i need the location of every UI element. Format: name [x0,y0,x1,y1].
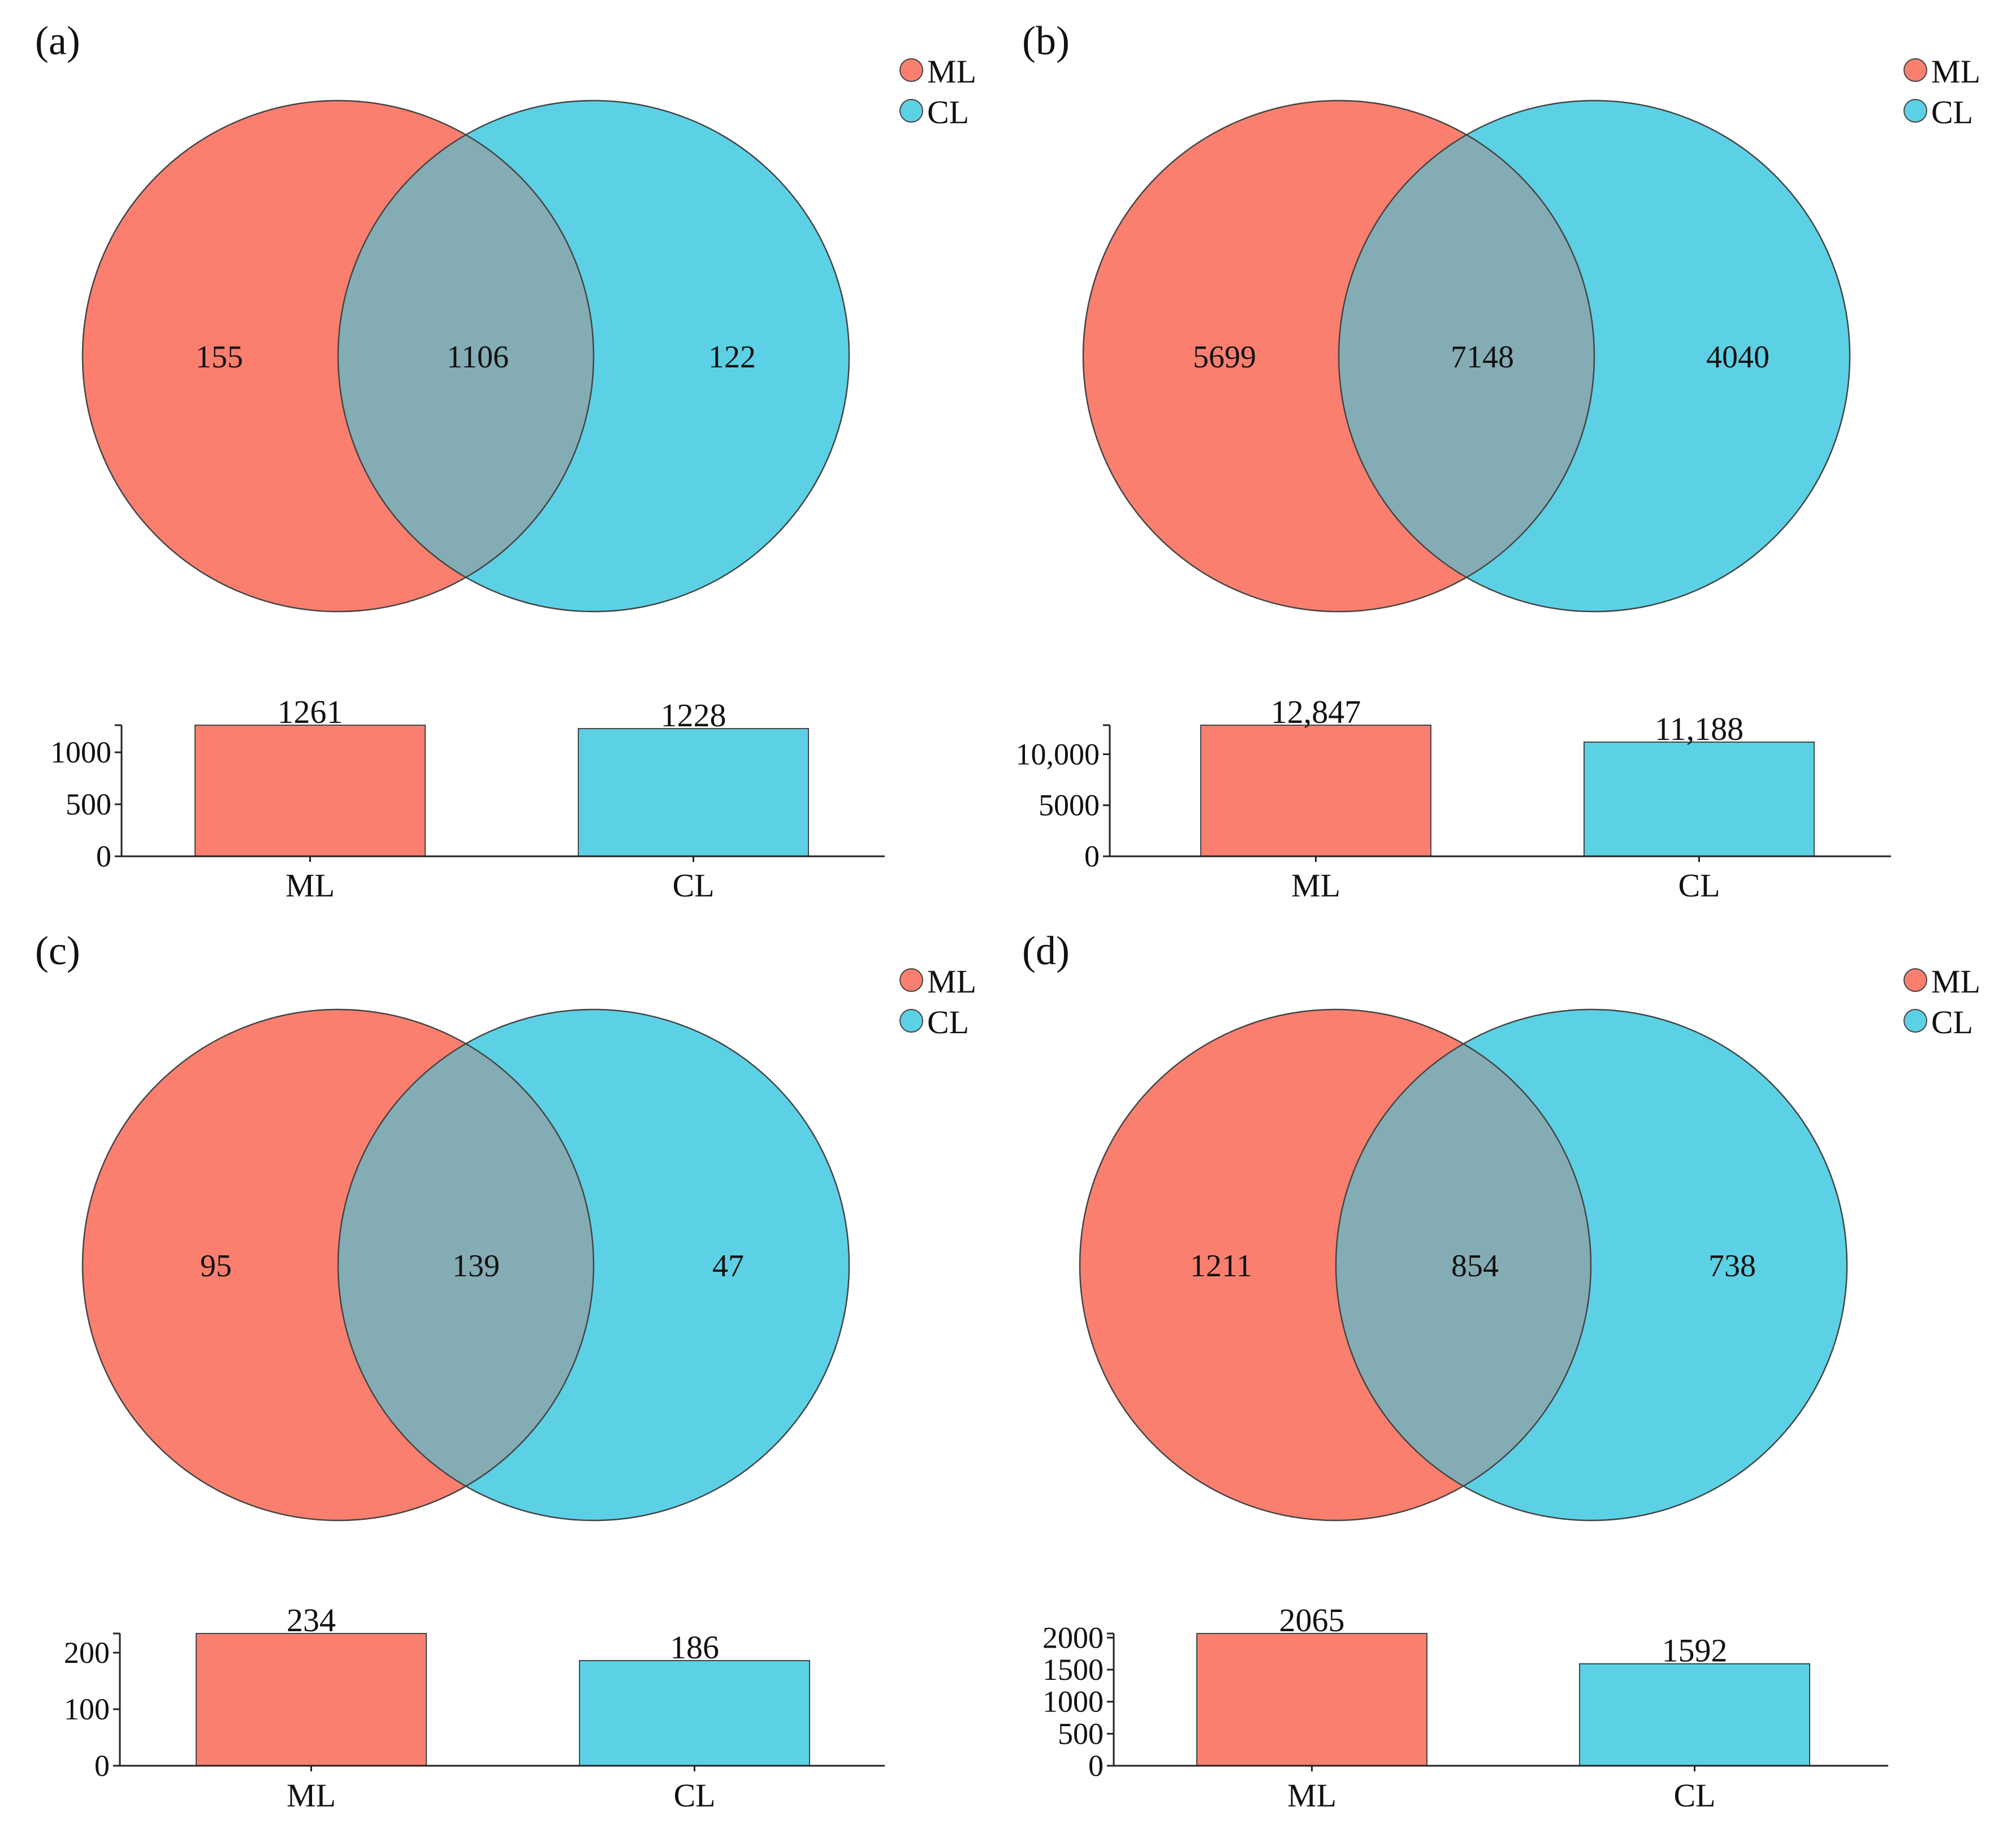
venn-overlap [338,1009,594,1520]
legend-label-cl: CL [927,94,969,131]
legend: ML CL [899,963,976,1041]
bar-ml [196,1633,427,1766]
legend-swatch-cl [1903,1009,1927,1033]
bar-value-label-cl: 1592 [1662,1632,1728,1669]
bar-cl [578,728,809,857]
venn-count-overlap: 854 [1451,1249,1499,1284]
bar-ml [1200,725,1431,857]
venn-count-ml-only: 5699 [1193,340,1256,375]
bar-value-label-ml: 1261 [278,694,343,730]
venn-outline-ml [81,99,595,613]
legend-label-cl: CL [927,1004,969,1041]
legend: ML CL [899,53,976,131]
legend: ML CL [1903,963,1980,1041]
y-tick-label: 0 [1088,1749,1104,1783]
x-tick-label-cl: CL [673,1777,715,1814]
bar-value-label-cl: 1228 [661,697,726,734]
panel-d: (d) ML CL 1211 854 738 2065 ML 1592 CL 05001000150… [1022,928,1980,1814]
bar-value-label-cl: 186 [670,1629,719,1666]
y-tick-label: 1000 [1042,1685,1104,1719]
panel-c: (c) ML CL 95 139 47 234 ML 186 CL 0 100 200 [35,928,976,1814]
venn-overlap [338,101,594,612]
venn-count-overlap: 7148 [1451,340,1514,375]
y-tick-label: 0 [96,839,111,873]
venn-count-cl-only: 47 [712,1249,744,1284]
bar-value-label-ml: 12,847 [1271,694,1361,730]
legend-label-ml: ML [927,963,976,1000]
x-tick-label-ml: ML [285,867,335,904]
venn-count-cl-only: 738 [1708,1249,1756,1284]
x-tick-label-ml: ML [1291,867,1340,904]
bar-ml [194,725,426,857]
venn-count-ml-only: 95 [200,1249,232,1284]
venn-diagram: 1211 854 738 [1079,1008,1848,1522]
y-tick-label: 200 [64,1636,110,1670]
x-tick-label-ml: ML [287,1777,336,1814]
bar-cl [1584,741,1815,857]
x-tick-label-cl: CL [672,867,714,904]
venn-outline-ml [81,1008,595,1522]
bar-chart: 234 ML 186 CL 0 100 200 [64,1602,885,1814]
y-tick-label: 500 [1058,1717,1104,1750]
x-tick-label-cl: CL [1678,867,1720,904]
venn-outline-cl [1335,1008,1848,1522]
venn-outline-cl [1338,99,1851,613]
venn-diagram: 5699 7148 4040 [1082,99,1851,613]
legend-swatch-ml [1903,58,1927,82]
legend-label-cl: CL [1931,94,1973,131]
legend-label-cl: CL [1931,1004,1973,1041]
bar-cl [1579,1663,1810,1767]
x-tick-label-cl: CL [1673,1777,1715,1814]
legend-label-ml: ML [1931,963,1980,1000]
venn-diagram: 155 1106 122 [81,99,850,613]
bar-chart: 12,847 ML 11,188 CL 0 5000 10,000 [1016,694,1891,904]
panel-label: (d) [1022,928,1070,973]
y-tick-label: 2000 [1042,1620,1104,1654]
legend-swatch-cl [899,99,923,123]
y-tick-label: 5000 [1039,788,1100,822]
panel-label: (a) [35,18,80,63]
venn-count-cl-only: 4040 [1706,340,1770,375]
legend-label-ml: ML [927,53,976,90]
x-tick-label-ml: ML [1287,1777,1336,1814]
venn-count-cl-only: 122 [708,340,756,375]
panel-b: (b) ML CL 5699 7148 4040 12,847 ML 11,188 CL 0 5000… [1016,18,1981,904]
legend-swatch-cl [1903,99,1927,123]
venn-outline-ml [1082,99,1595,613]
legend-swatch-ml [899,58,923,82]
y-tick-label: 500 [66,787,111,821]
panel-a: (a) ML CL 155 1106 122 1261 ML 1228 CL 0 500 1000 [35,18,976,904]
legend-swatch-ml [1903,968,1927,992]
y-tick-label: 1000 [50,735,111,769]
venn-outline-ml [1079,1008,1592,1522]
venn-count-ml-only: 155 [196,340,243,375]
venn-overlap [1339,101,1594,612]
y-tick-label: 100 [64,1692,110,1726]
y-tick-label: 0 [94,1749,110,1783]
y-tick-label: 1500 [1042,1653,1104,1687]
legend-label-ml: ML [1931,53,1980,90]
venn-count-overlap: 1106 [447,340,509,375]
panel-label: (c) [35,928,80,973]
bar-chart: 1261 ML 1228 CL 0 500 1000 [50,694,885,904]
bar-value-label-cl: 11,188 [1655,710,1744,747]
venn-outline-cl [337,99,850,613]
venn-overlap [1336,1009,1591,1520]
panel-label: (b) [1022,18,1070,63]
venn-outline-cl [337,1008,850,1522]
y-tick-label: 10,000 [1016,737,1100,771]
y-tick-label: 0 [1084,839,1100,873]
bar-ml [1196,1633,1427,1766]
venn-count-overlap: 139 [452,1249,500,1284]
legend-swatch-cl [899,1009,923,1033]
venn-diagram: 95 139 47 [81,1008,850,1522]
legend-swatch-ml [899,968,923,992]
legend: ML CL [1903,53,1980,131]
bar-cl [579,1660,810,1766]
venn-count-ml-only: 1211 [1190,1249,1252,1284]
bar-value-label-ml: 234 [287,1602,336,1639]
bar-value-label-ml: 2065 [1279,1602,1345,1639]
